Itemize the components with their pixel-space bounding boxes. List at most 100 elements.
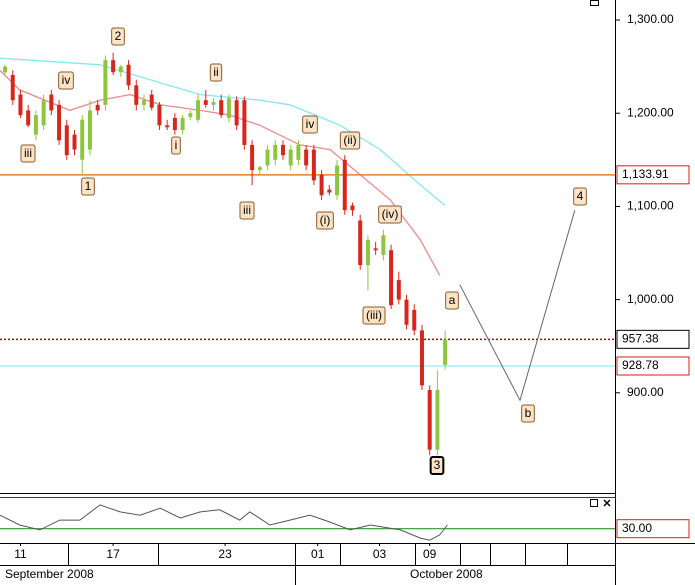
candle-body: [95, 104, 100, 111]
candle-body: [342, 159, 347, 211]
wave-label-box: [339, 131, 361, 150]
candle-body: [389, 250, 394, 306]
price-label-box: [616, 329, 690, 349]
x-tick-label: 09: [423, 547, 437, 561]
month-label: October 2008: [410, 567, 483, 581]
candle-body: [196, 100, 201, 120]
candle-body: [157, 104, 162, 126]
candle-body: [103, 60, 108, 105]
indicator-label: 30.00: [622, 521, 652, 535]
wave-label: (iii): [366, 308, 382, 322]
candle-body: [335, 165, 340, 196]
candle-body: [319, 174, 324, 196]
wave-label-box: [362, 306, 386, 325]
y-tick-label: 1,300.00: [627, 12, 674, 26]
candle-body: [10, 75, 15, 101]
candle-body: [57, 104, 62, 141]
wave-label-box: [81, 177, 95, 196]
wave-label-box: [20, 144, 36, 163]
wave-label: (i): [320, 213, 331, 227]
wave-label-box: [378, 205, 402, 224]
indicator-line: [0, 504, 448, 541]
candle-body: [350, 205, 355, 211]
x-tick-label: 17: [106, 547, 120, 561]
wave-label-box: [316, 211, 334, 230]
wave-label: 3: [434, 458, 441, 472]
wave-label: iii: [24, 146, 32, 160]
candle-body: [358, 220, 363, 266]
y-tick-label: 900.00: [627, 385, 664, 399]
candle-body: [443, 339, 448, 365]
candle-body: [242, 100, 247, 145]
y-tick-label: 1,100.00: [627, 199, 674, 213]
indicator-label-box: [616, 519, 690, 539]
candle-body: [396, 280, 401, 300]
wave-label-box: [239, 201, 255, 220]
candle-body: [203, 100, 208, 105]
candle-body: [419, 330, 424, 386]
candle-body: [327, 189, 332, 193]
wave-label-box: [521, 404, 535, 423]
wave-label: 2: [115, 29, 122, 43]
wave-label-box: [209, 63, 223, 82]
candle-body: [219, 100, 224, 116]
candle-body: [211, 102, 216, 105]
candle-body: [412, 309, 417, 331]
wave-label: i: [175, 138, 178, 152]
close-button[interactable]: [603, 499, 611, 507]
x-tick-label: 11: [14, 547, 27, 561]
x-tick-label: 03: [373, 547, 387, 561]
wave-label: 1: [85, 179, 92, 193]
y-tick-label: 1,200.00: [627, 105, 674, 119]
wave-label: ii: [213, 65, 218, 79]
candle-body: [3, 66, 8, 73]
candle-body: [435, 390, 440, 450]
maximize-button[interactable]: [590, 499, 598, 507]
candle-body: [304, 149, 309, 166]
candle-body: [72, 134, 77, 150]
candle-body: [126, 64, 131, 86]
candle-body: [188, 113, 193, 117]
candle-body: [172, 117, 177, 131]
wave-label-box: [429, 456, 445, 475]
wave-label-box: [111, 27, 125, 46]
wave-label: 4: [577, 189, 584, 203]
candle-body: [257, 167, 262, 171]
candle-body: [365, 239, 370, 266]
price-label: 928.78: [622, 358, 659, 372]
price-label-box: [616, 356, 690, 376]
candle-body: [111, 60, 116, 73]
candle-body: [296, 144, 301, 160]
candle-body: [33, 115, 38, 135]
price-label-box: [616, 165, 690, 185]
wave-label-box: [171, 136, 181, 155]
candle-body: [311, 149, 316, 181]
candle-body: [280, 144, 285, 156]
y-tick-label: 1,000.00: [627, 292, 674, 306]
date-separators: [68, 543, 568, 585]
wave-label: b: [525, 406, 532, 420]
wave-label: iii: [243, 203, 251, 217]
candle-body: [87, 110, 92, 150]
candle-body: [41, 100, 46, 126]
candle-body: [427, 390, 432, 450]
candle-body: [80, 119, 85, 160]
window-button[interactable]: [590, 0, 599, 6]
candle-body: [288, 149, 293, 166]
candle-body: [49, 94, 54, 111]
candle-body: [118, 66, 123, 73]
month-label: September 2008: [5, 567, 94, 581]
projection-line: [459, 210, 576, 402]
candle-body: [134, 85, 139, 105]
candle-body: [404, 299, 409, 325]
candle-body: [165, 125, 170, 128]
candle-body: [226, 98, 231, 118]
wave-label: iv: [62, 73, 71, 87]
candle-body: [142, 100, 147, 105]
wave-label: (iv): [382, 207, 399, 221]
price-label: 957.38: [622, 332, 659, 346]
wave-label: a: [449, 293, 456, 307]
candle-body: [64, 125, 69, 156]
wave-label-box: [573, 187, 587, 206]
